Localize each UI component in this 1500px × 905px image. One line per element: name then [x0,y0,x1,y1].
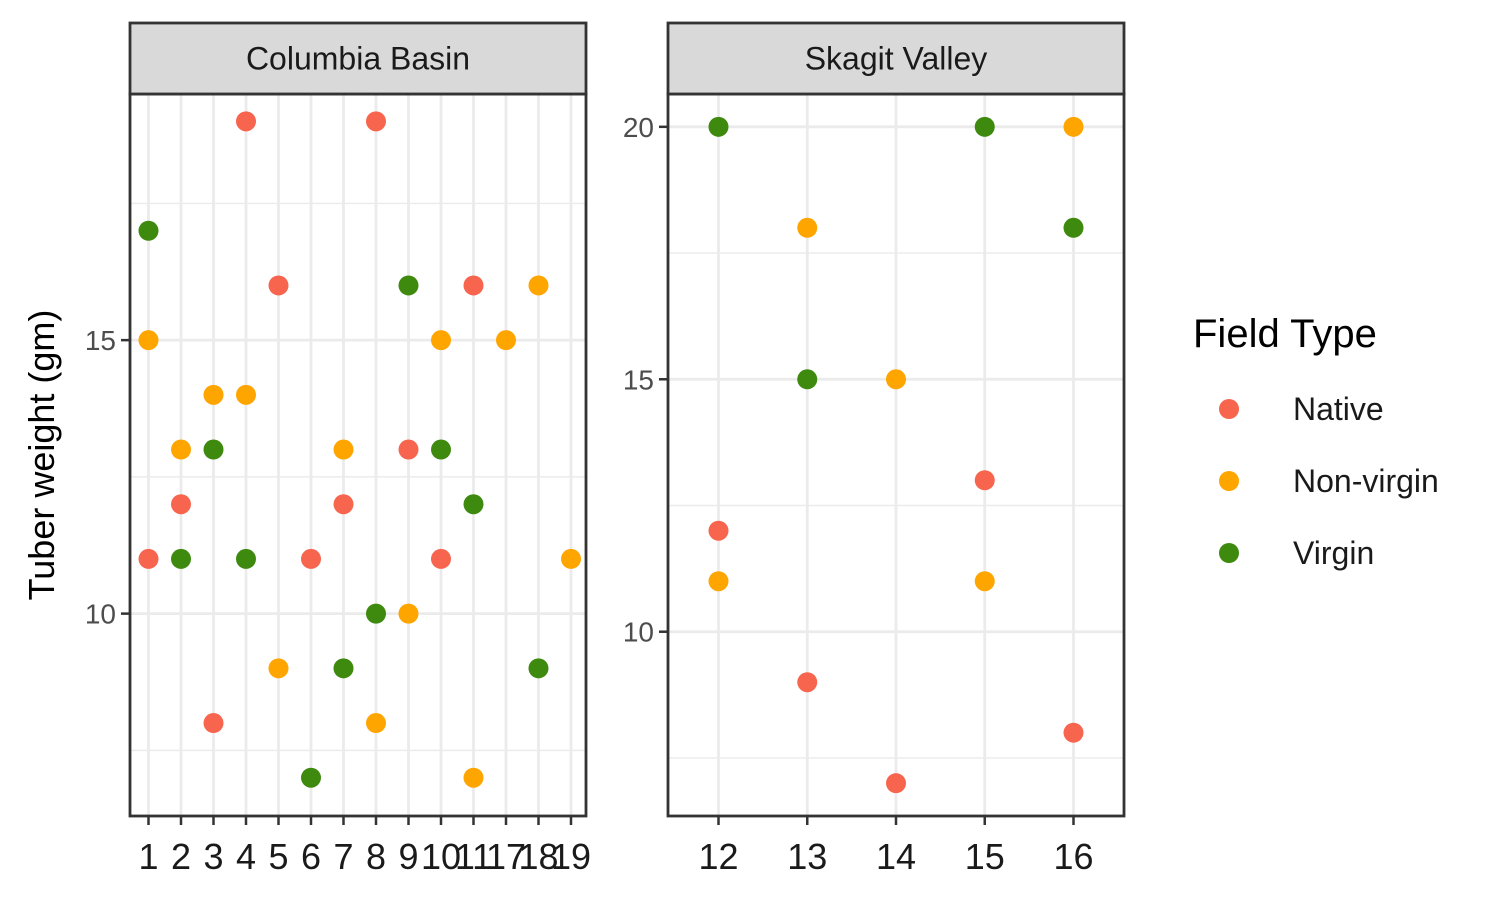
point-native [138,548,159,569]
legend-key-virgin [1219,543,1239,563]
x-tick-label: 12 [698,836,738,877]
point-non-virgin [1063,116,1084,137]
point-virgin [366,603,386,624]
point-virgin [708,116,729,137]
panel-skagit-valley-strip-label: Skagit Valley [805,41,988,77]
point-non-virgin [496,330,516,351]
point-native [1063,722,1084,743]
point-non-virgin [236,384,256,405]
point-non-virgin [886,369,906,390]
legend: Field Type Native Non-virgin Virgin [1193,312,1439,589]
point-non-virgin [528,275,549,296]
point-non-virgin [398,603,419,624]
x-tick-label: 15 [965,836,1005,877]
x-tick-label: 17 [486,836,526,877]
point-non-virgin [333,439,354,460]
point-non-virgin [974,571,995,592]
point-virgin [398,275,419,296]
legend-item-native: Native [1193,373,1439,445]
x-tick-label: 18 [518,836,558,877]
legend-title: Field Type [1193,312,1377,356]
point-non-virgin [431,330,451,351]
y-tick-label: 10 [85,599,116,630]
x-tick-label: 10 [421,836,461,877]
point-non-virgin [561,548,581,569]
point-native [431,548,451,569]
point-virgin [528,658,549,679]
x-tick-label: 11 [455,836,492,877]
y-tick-label: 20 [623,112,654,143]
point-virgin [301,767,321,788]
point-non-virgin [203,384,224,405]
point-non-virgin [708,571,729,592]
y-tick-label: 15 [623,364,654,395]
legend-label-virgin: Virgin [1293,534,1375,571]
x-tick-label: 16 [1053,836,1093,877]
point-virgin [236,548,256,569]
point-non-virgin [138,330,159,351]
legend-item-virgin: Virgin [1193,517,1439,589]
x-tick-label: 13 [787,836,827,877]
point-virgin [1063,217,1084,238]
y-tick-label: 15 [85,325,116,356]
point-virgin [203,439,224,460]
x-tick-label: 7 [333,836,353,877]
legend-key-native [1219,399,1239,419]
x-tick-label: 6 [301,836,321,877]
point-non-virgin [797,217,818,238]
point-virgin [138,220,159,241]
point-virgin [333,658,354,679]
x-tick-label: 5 [268,836,288,877]
point-native [301,548,321,569]
legend-label-non-virgin: Non-virgin [1293,462,1439,499]
x-tick-label: 19 [551,836,591,877]
point-native [366,111,386,132]
x-tick-label: 2 [171,836,191,877]
panel-skagit-valley: Skagit Valley 10 15 20 12 13 14 15 16 [623,21,1126,877]
point-native [974,470,995,491]
point-native [268,275,289,296]
y-axis-title: Tuber weight (gm) [21,310,62,601]
x-tick-label: 1 [138,836,158,877]
panel-columbia-basin-background [130,94,586,816]
panel-skagit-valley-strip [666,21,1126,96]
point-non-virgin [463,767,484,788]
point-native [886,773,906,794]
legend-key-non-virgin [1219,471,1239,491]
point-non-virgin [268,658,289,679]
legend-label-native: Native [1293,390,1384,427]
point-native [398,439,419,460]
point-virgin [431,439,451,460]
point-virgin [797,369,818,390]
point-non-virgin [171,439,191,460]
x-tick-label: 4 [236,836,256,877]
point-virgin [171,548,191,569]
point-native [203,713,224,734]
point-native [171,494,191,515]
y-tick-label: 10 [623,617,654,648]
point-native [236,111,256,132]
x-tick-label: 8 [366,836,386,877]
point-native [333,494,354,515]
point-non-virgin [366,713,386,734]
x-tick-label: 3 [203,836,223,877]
point-native [463,275,484,296]
panel-columbia-basin-strip [128,21,588,96]
panel-columbia-basin-strip-label: Columbia Basin [246,41,470,77]
point-virgin [463,494,484,515]
point-native [708,520,729,541]
x-tick-label: 14 [876,836,916,877]
x-tick-label: 9 [398,836,418,877]
legend-item-non-virgin: Non-virgin [1193,445,1439,517]
point-native [797,672,818,693]
point-virgin [974,116,995,137]
